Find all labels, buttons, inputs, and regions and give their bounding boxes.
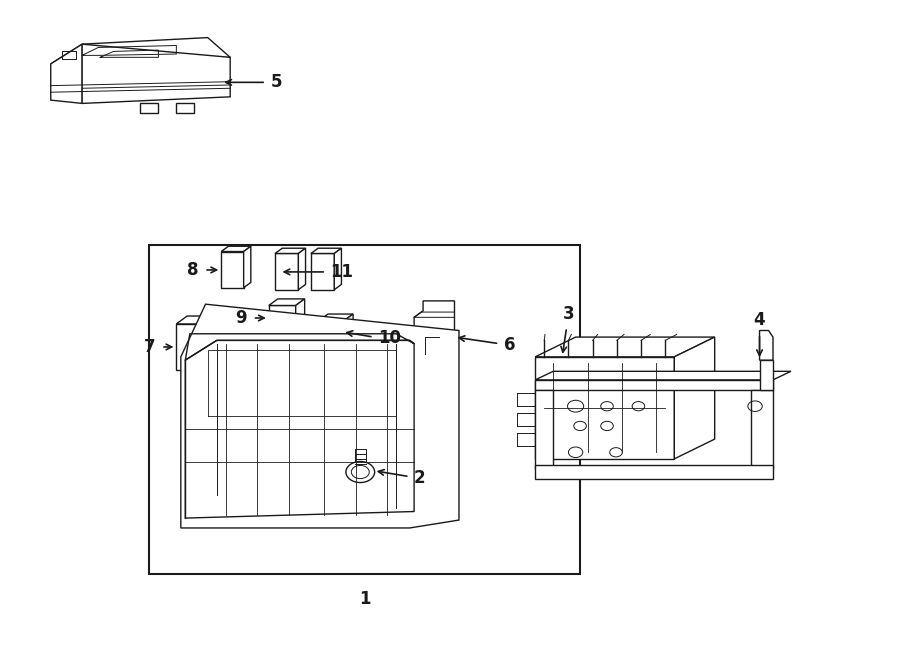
Polygon shape <box>536 380 773 390</box>
Polygon shape <box>345 314 353 344</box>
Text: 2: 2 <box>414 469 426 487</box>
Polygon shape <box>50 38 230 64</box>
Polygon shape <box>176 316 228 324</box>
Polygon shape <box>310 253 334 290</box>
Polygon shape <box>50 44 82 103</box>
Polygon shape <box>760 360 773 390</box>
Polygon shape <box>221 252 244 288</box>
Polygon shape <box>296 299 304 330</box>
Polygon shape <box>176 103 194 113</box>
Text: 7: 7 <box>144 338 156 356</box>
Text: 3: 3 <box>562 305 574 323</box>
Polygon shape <box>334 249 341 290</box>
Polygon shape <box>536 357 674 459</box>
Polygon shape <box>275 253 299 290</box>
Polygon shape <box>751 390 773 469</box>
Polygon shape <box>221 247 251 252</box>
Text: 10: 10 <box>378 329 401 348</box>
Polygon shape <box>184 370 193 380</box>
Circle shape <box>346 461 374 483</box>
Polygon shape <box>310 249 341 253</box>
Text: 6: 6 <box>504 336 516 354</box>
Polygon shape <box>176 324 217 370</box>
Polygon shape <box>536 390 554 469</box>
Polygon shape <box>320 314 353 320</box>
Text: 4: 4 <box>753 311 765 329</box>
Polygon shape <box>82 44 230 103</box>
Text: 9: 9 <box>236 309 248 327</box>
Polygon shape <box>760 330 773 360</box>
Polygon shape <box>414 301 454 367</box>
Polygon shape <box>536 465 773 479</box>
Polygon shape <box>217 316 228 370</box>
Text: 1: 1 <box>359 590 371 609</box>
Text: 5: 5 <box>271 73 282 91</box>
Polygon shape <box>320 320 345 344</box>
Text: 11: 11 <box>330 263 354 281</box>
Polygon shape <box>269 305 296 330</box>
Polygon shape <box>201 370 210 380</box>
Polygon shape <box>275 249 305 253</box>
Text: 8: 8 <box>187 261 199 279</box>
Polygon shape <box>536 371 791 380</box>
Polygon shape <box>674 337 715 459</box>
Polygon shape <box>181 304 459 528</box>
Polygon shape <box>244 247 251 288</box>
Polygon shape <box>269 299 304 305</box>
Polygon shape <box>140 103 158 113</box>
Bar <box>149 245 580 574</box>
Polygon shape <box>299 249 305 290</box>
Polygon shape <box>536 337 715 357</box>
